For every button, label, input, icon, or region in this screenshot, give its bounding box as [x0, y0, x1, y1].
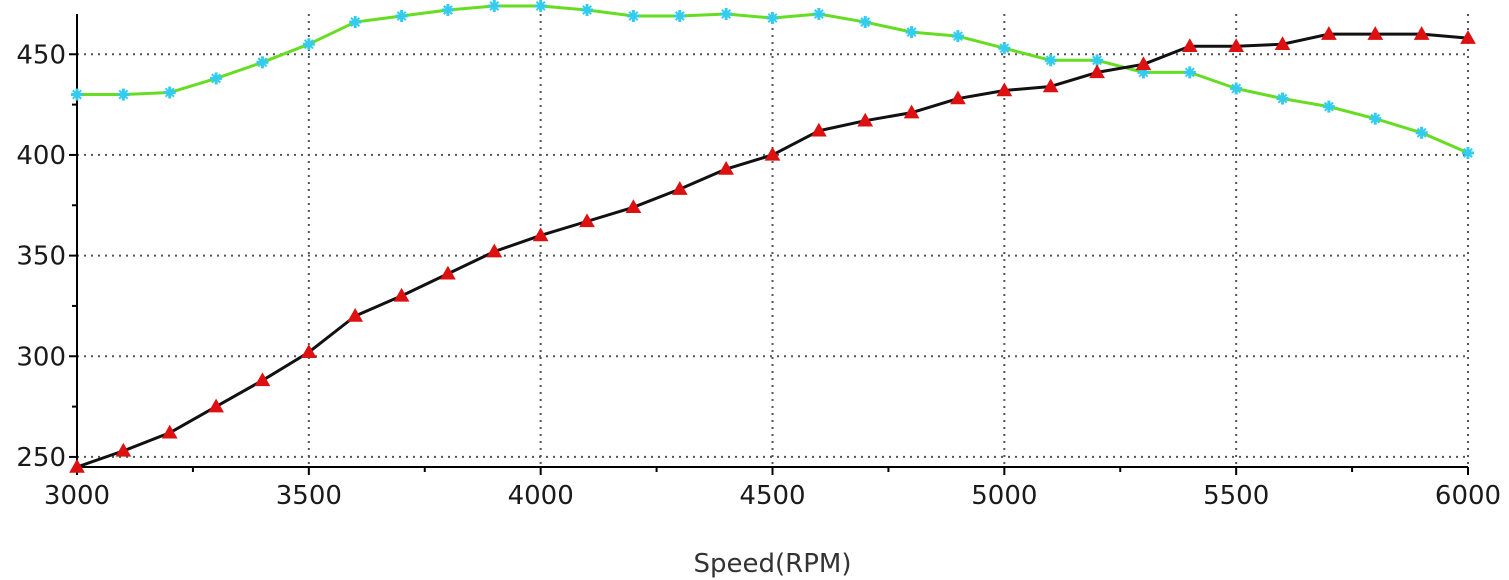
- x-tick-label: 4500: [739, 481, 805, 511]
- data-point: [812, 8, 825, 20]
- data-point: [69, 458, 85, 473]
- data-point: [117, 88, 130, 101]
- x-tick-label: 3000: [44, 481, 110, 511]
- data-point: [581, 3, 594, 16]
- data-point: [766, 12, 779, 25]
- data-point: [1321, 26, 1337, 40]
- data-point: [673, 10, 686, 23]
- axes: [69, 14, 1469, 475]
- grid: [77, 14, 1469, 467]
- data-point: [905, 26, 918, 39]
- data-point: [1181, 38, 1198, 52]
- data-point: [1089, 64, 1105, 79]
- data-point: [300, 344, 317, 358]
- data-point: [1460, 30, 1476, 44]
- data-point: [718, 161, 734, 175]
- data-point: [347, 307, 364, 322]
- series: [69, 0, 1476, 473]
- data-point: [163, 86, 176, 99]
- data-point: [1369, 112, 1382, 125]
- data-point: [1462, 146, 1474, 159]
- data-point: [532, 227, 549, 242]
- data-point: [1413, 26, 1430, 40]
- data-point: [1228, 38, 1245, 52]
- data-point: [720, 8, 733, 20]
- data-point: [1322, 100, 1335, 113]
- x-tick-label: 6000: [1435, 481, 1501, 511]
- data-point: [1135, 56, 1152, 71]
- y-tick-label: 250: [16, 443, 66, 473]
- data-point: [859, 16, 872, 29]
- y-tick-label: 400: [16, 141, 66, 171]
- y-tick-label: 350: [16, 242, 66, 272]
- data-point: [1274, 36, 1291, 50]
- data-point: [764, 146, 781, 161]
- data-point: [71, 88, 83, 101]
- data-point: [857, 112, 874, 127]
- series-line-0: [77, 4, 1469, 155]
- data-point: [210, 72, 223, 85]
- data-point: [996, 82, 1013, 97]
- data-point: [486, 243, 503, 258]
- x-tick-label: 4000: [508, 481, 574, 511]
- data-point: [950, 90, 966, 105]
- data-point: [440, 265, 456, 280]
- y-tick-label: 450: [16, 40, 66, 70]
- x-tick-label: 5000: [971, 481, 1037, 511]
- data-point: [302, 38, 315, 51]
- data-point: [254, 372, 271, 387]
- data-point: [1091, 54, 1104, 67]
- y-tick-label: 300: [16, 342, 66, 372]
- data-point: [1044, 54, 1057, 67]
- labels: 3000 3500 4000 4500 5000 5500 6000 250 300 350 400…: [16, 40, 1501, 579]
- series-1: [69, 26, 1476, 473]
- data-point: [441, 3, 454, 16]
- data-point: [998, 42, 1011, 55]
- data-point: [395, 10, 408, 23]
- data-point: [1042, 78, 1059, 93]
- data-point: [208, 398, 224, 413]
- data-point: [115, 442, 132, 457]
- data-point: [811, 122, 827, 137]
- data-point: [256, 56, 269, 69]
- data-point: [671, 181, 688, 195]
- data-point: [1367, 26, 1384, 40]
- x-axis-title: Speed(RPM): [694, 549, 852, 579]
- data-point: [951, 30, 964, 43]
- data-point: [903, 104, 920, 119]
- data-point: [579, 213, 595, 228]
- data-point: [161, 424, 178, 439]
- data-point: [349, 16, 362, 29]
- data-point: [625, 199, 642, 214]
- data-point: [1183, 66, 1196, 79]
- data-point: [627, 10, 640, 23]
- data-point: [1230, 82, 1243, 95]
- series-0: [71, 0, 1474, 159]
- data-point: [488, 0, 501, 12]
- data-point: [1415, 126, 1428, 139]
- x-tick-label: 3500: [276, 481, 342, 511]
- data-point: [534, 0, 547, 12]
- x-tick-label: 5500: [1203, 481, 1269, 511]
- data-point: [1276, 92, 1289, 105]
- data-point: [393, 287, 410, 302]
